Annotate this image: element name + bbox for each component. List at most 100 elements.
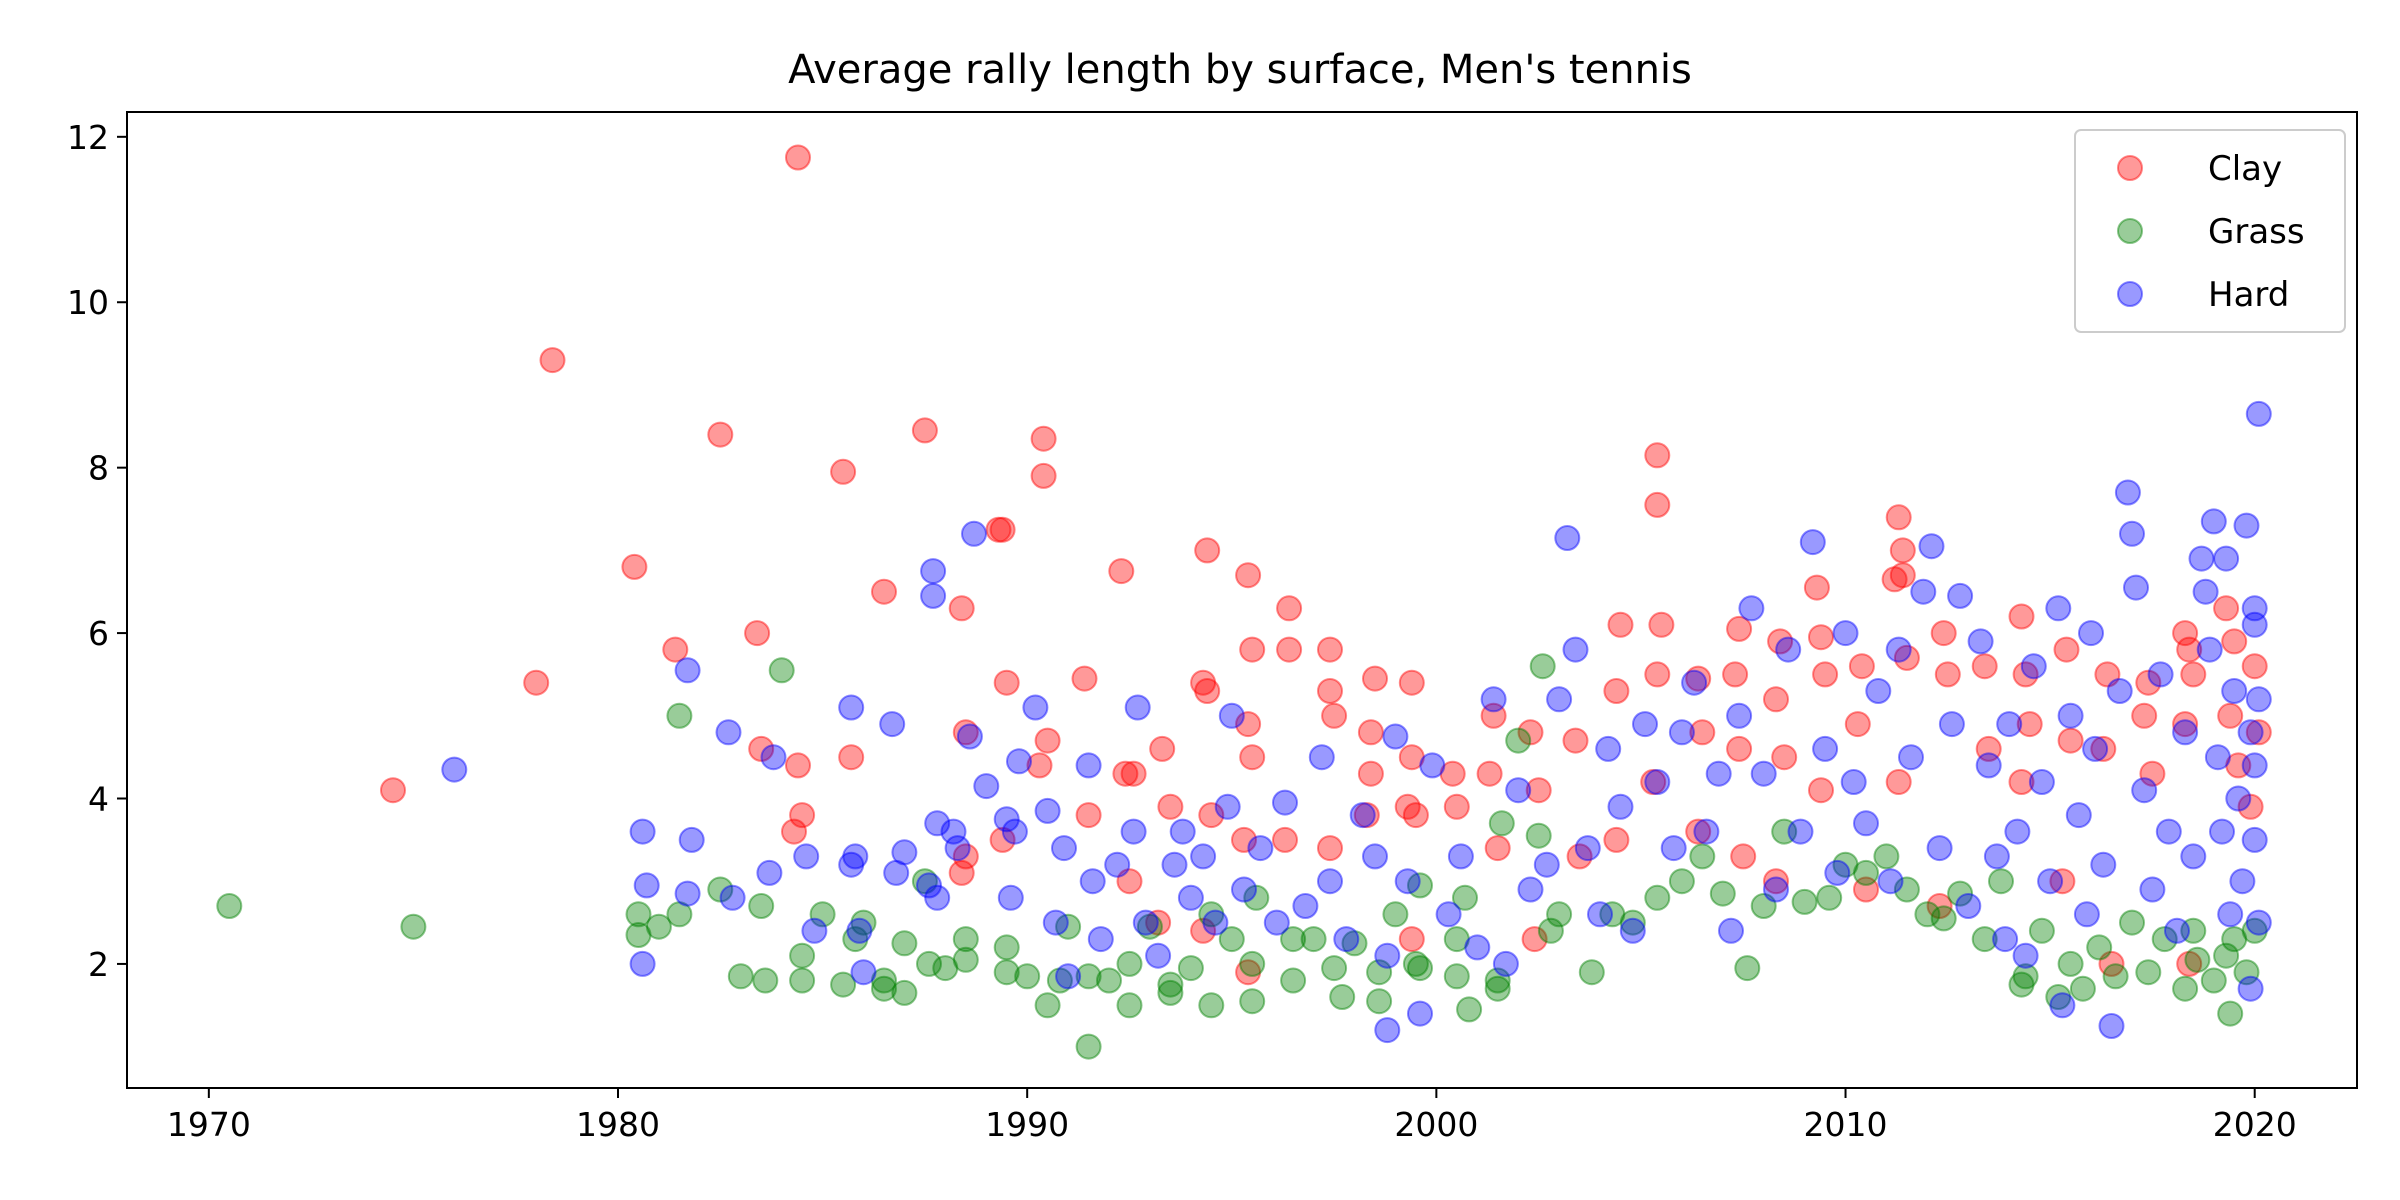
point-grass [993, 959, 1020, 986]
point-hard [846, 917, 873, 944]
point-hard [879, 711, 906, 738]
point-clay [2225, 752, 2252, 779]
point-grass [1075, 1033, 1102, 1060]
point-clay [1893, 644, 1920, 671]
point-grass [830, 971, 857, 998]
point-hard [441, 756, 468, 783]
legend-marker-clay [2117, 155, 2143, 181]
point-clay [1885, 769, 1912, 795]
point-hard [1263, 909, 1290, 936]
point-grass [1546, 901, 1573, 928]
point-hard [1079, 868, 1106, 895]
point-hard [1492, 950, 1519, 977]
point-grass [2102, 963, 2129, 990]
point-grass [625, 901, 652, 928]
point-hard [1169, 818, 1196, 845]
point-hard [1587, 901, 1613, 928]
point-hard [944, 835, 971, 862]
point-clay [1726, 735, 1753, 762]
point-grass [1947, 880, 1974, 907]
point-grass [2217, 1000, 2244, 1027]
point-grass [2119, 909, 2145, 936]
y-tick-label: 2 [88, 945, 109, 984]
plot-area-frame [126, 111, 2358, 1089]
point-hard [1447, 843, 1474, 870]
point-hard [760, 744, 787, 771]
point-hard [1983, 843, 2010, 870]
point-grass [952, 946, 979, 973]
point-hard [1120, 818, 1147, 845]
point-hard [1885, 636, 1912, 663]
point-hard [1362, 843, 1388, 870]
point-hard [1505, 777, 1532, 804]
point-hard [2164, 917, 2190, 944]
point-hard [2119, 520, 2145, 547]
point-clay [1194, 537, 1221, 564]
point-clay [1075, 802, 1102, 829]
point-hard [1042, 909, 1069, 936]
point-hard [1546, 686, 1573, 713]
point-grass [2221, 926, 2248, 953]
point-hard [2245, 686, 2272, 713]
point-clay [2237, 793, 2264, 820]
point-clay [1239, 636, 1266, 663]
point-hard [956, 723, 983, 750]
point-grass [1791, 888, 1818, 915]
point-hard [1947, 582, 1974, 609]
point-grass [752, 967, 779, 994]
point-clay [2131, 702, 2158, 729]
point-hard [1681, 669, 1708, 696]
point-hard [1975, 752, 2002, 779]
point-clay [1771, 744, 1798, 771]
point-hard [1705, 760, 1732, 787]
point-clay [1476, 760, 1503, 787]
point-hard [1738, 595, 1765, 622]
x-tick-label: 1990 [985, 1105, 1069, 1144]
point-grass [1668, 868, 1695, 895]
point-clay [1648, 611, 1675, 638]
point-clay [1685, 818, 1712, 845]
point-clay [1443, 793, 1470, 820]
point-clay [1808, 624, 1834, 651]
point-hard [1517, 876, 1544, 903]
point-hard [1632, 711, 1658, 738]
point-hard [719, 884, 746, 911]
point-hard [924, 810, 951, 837]
point-grass [1055, 913, 1082, 940]
point-grass [1914, 901, 1941, 928]
point-hard [1595, 735, 1622, 762]
point-clay [2176, 636, 2203, 663]
point-hard [1898, 744, 1924, 771]
point-hard [2139, 876, 2166, 903]
point-grass [1988, 868, 2014, 895]
point-hard [1799, 529, 1826, 556]
point-clay [1566, 843, 1593, 870]
point-clay [781, 818, 807, 845]
point-hard [2012, 942, 2039, 969]
y-tick-label: 10 [67, 283, 109, 322]
point-clay [1808, 777, 1834, 804]
point-clay [1402, 802, 1429, 829]
point-clay [2213, 595, 2240, 622]
point-hard [1161, 851, 1188, 878]
point-clay [748, 735, 775, 762]
point-clay [1975, 735, 2002, 762]
point-grass [891, 979, 918, 1006]
point-clay [830, 458, 857, 485]
point-hard [2237, 719, 2264, 746]
point-hard [1202, 909, 1229, 936]
point-hard [1938, 711, 1965, 738]
point-clay [1149, 735, 1176, 762]
point-clay [785, 144, 811, 171]
point-clay [2008, 769, 2035, 795]
point-clay [1026, 752, 1053, 779]
point-hard [2237, 975, 2264, 1002]
point-clay [1145, 909, 1172, 936]
point-grass [1198, 992, 1225, 1019]
point-hard [1554, 525, 1581, 551]
point-clay [2016, 711, 2043, 738]
point-grass [1452, 884, 1478, 911]
point-grass [1116, 992, 1143, 1019]
point-hard [1124, 694, 1151, 721]
